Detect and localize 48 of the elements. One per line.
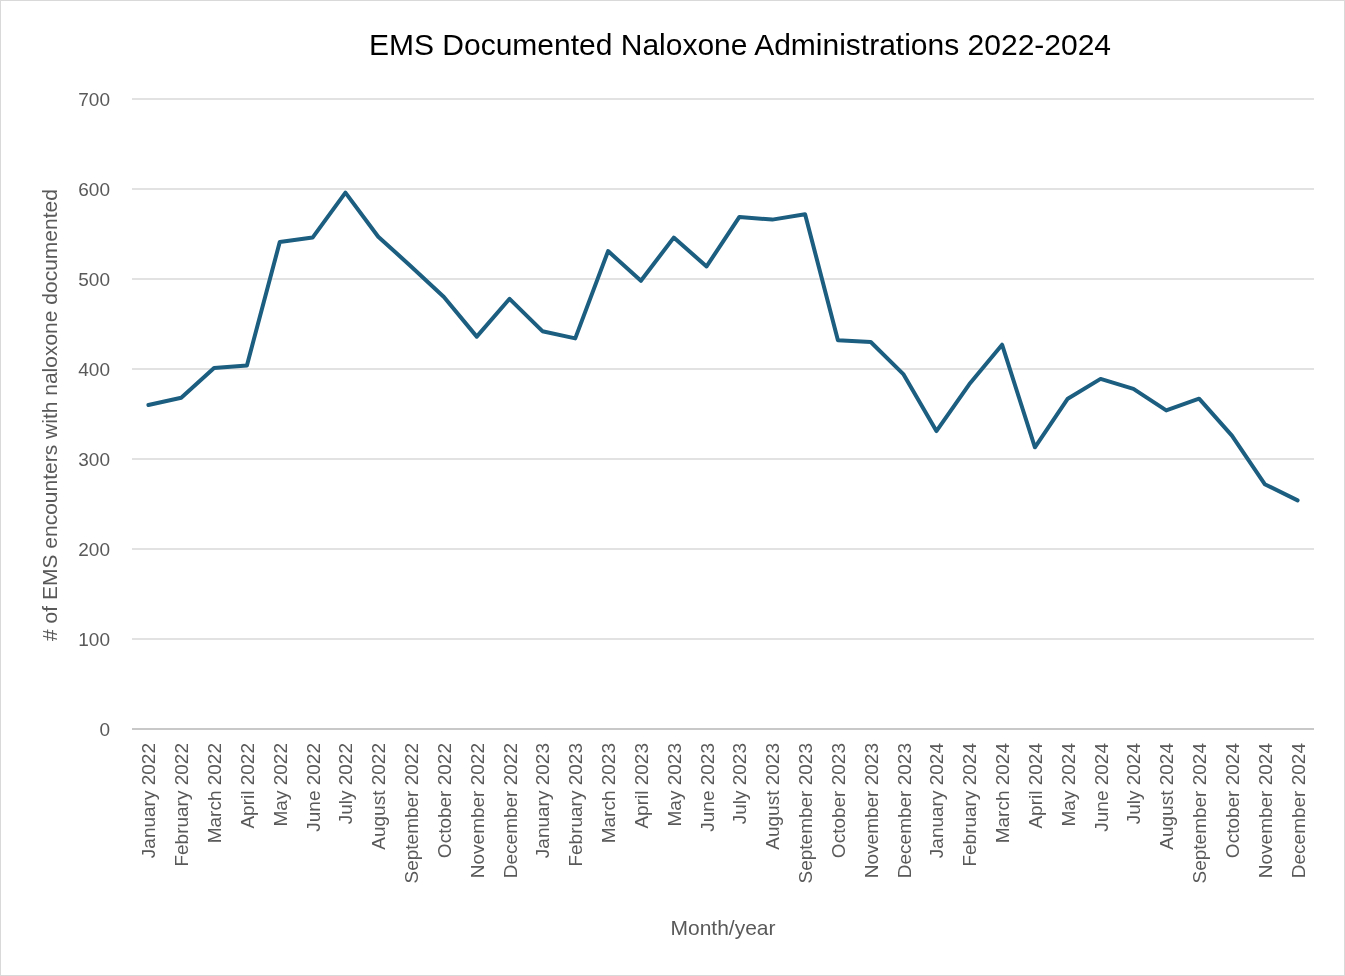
x-tick-label: July 2023 [729, 743, 751, 825]
x-tick-label: February 2023 [565, 743, 587, 867]
y-tick-label: 100 [78, 628, 110, 650]
x-tick-label: January 2024 [926, 742, 948, 859]
y-tick-label: 200 [78, 538, 110, 560]
line-series [146, 190, 1300, 503]
x-axis-title: Month/year [670, 916, 776, 939]
y-tick-label: 400 [78, 358, 110, 380]
x-tick-label: March 2022 [204, 743, 226, 844]
y-tick-label: 500 [78, 268, 110, 290]
x-tick-label: December 2023 [893, 743, 915, 879]
x-tick-label: March 2024 [992, 742, 1014, 844]
x-tick-label: October 2022 [433, 743, 455, 859]
x-tick-label: September 2024 [1189, 742, 1211, 884]
y-tick-label: 300 [78, 448, 110, 470]
x-tick-label: June 2024 [1090, 742, 1112, 832]
x-tick-label: September 2023 [795, 743, 817, 884]
y-tick-label: 600 [78, 178, 110, 200]
y-axis-title: # of EMS encounters with naloxone documented [38, 189, 61, 641]
x-tick-label: May 2022 [269, 743, 291, 827]
x-tick-label: January 2022 [138, 743, 160, 859]
x-tick-label: July 2024 [1123, 742, 1145, 825]
x-tick-label: July 2022 [335, 743, 357, 825]
x-tick-label: May 2024 [1057, 742, 1079, 827]
x-tick-label: June 2022 [302, 743, 324, 832]
x-tick-label: August 2023 [762, 743, 784, 850]
chart-title: EMS Documented Naloxone Administrations 2022-2024 [368, 28, 1112, 61]
x-tick-label: August 2024 [1156, 742, 1178, 850]
x-tick-label: November 2023 [860, 743, 882, 879]
x-tick-label: January 2023 [532, 743, 554, 859]
x-tick-label: November 2022 [466, 743, 488, 879]
x-tick-label: February 2022 [171, 743, 193, 867]
x-tick-label: November 2024 [1254, 742, 1276, 879]
x-tick-label: April 2024 [1024, 742, 1046, 829]
x-tick-label: December 2022 [499, 743, 521, 879]
x-tick-label: December 2024 [1287, 742, 1309, 879]
x-tick-label: August 2022 [368, 743, 390, 850]
x-tick-label: March 2023 [598, 743, 620, 844]
y-tick-label: 0 [99, 718, 110, 740]
y-tick-label: 700 [78, 88, 110, 110]
x-tick-label: April 2023 [630, 743, 652, 829]
x-tick-label: September 2022 [401, 743, 423, 884]
x-tick-label: February 2024 [959, 742, 981, 867]
x-tick-label: October 2023 [827, 743, 849, 859]
x-tick-label: April 2022 [236, 743, 258, 829]
x-tick-label: October 2024 [1221, 742, 1243, 859]
x-tick-label: June 2023 [696, 743, 718, 832]
x-tick-label: May 2023 [663, 743, 685, 827]
